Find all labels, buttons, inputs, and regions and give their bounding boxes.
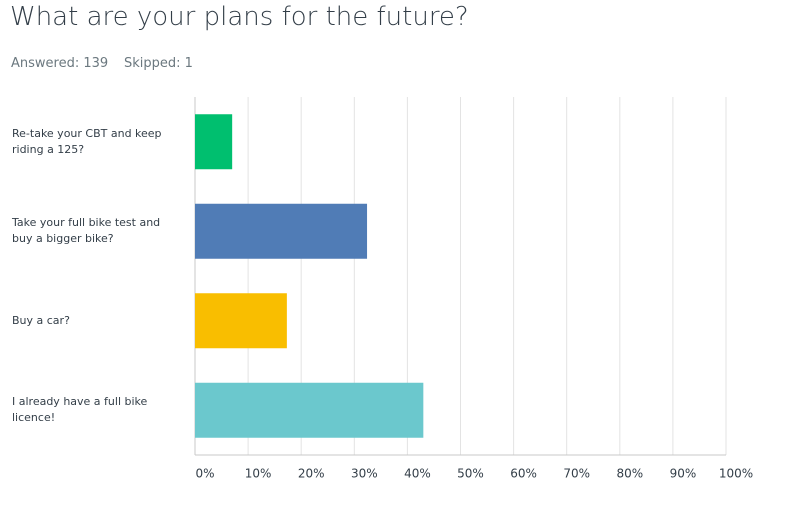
x-tick-label: 0% [195, 467, 214, 481]
answered-count: Answered: 139 [11, 56, 109, 71]
x-tick-label: 70% [563, 467, 590, 481]
category-label: I already have a full bike licence! [12, 395, 148, 425]
x-tick-label: 60% [510, 467, 537, 481]
category-label: Re-take your CBT and keep riding a 125? [12, 126, 162, 156]
bar [195, 114, 233, 170]
bar [195, 382, 424, 438]
x-tick-label: 30% [351, 467, 378, 481]
x-tick-label: 10% [245, 467, 272, 481]
x-tick-label: 50% [457, 467, 484, 481]
skipped-count: Skipped: 1 [124, 56, 193, 71]
category-label: Take your full bike test and buy a bigge… [12, 216, 161, 246]
x-tick-label: 20% [298, 467, 325, 481]
chart-title: What are your plans for the future? [10, 2, 469, 32]
x-tick-label: 100% [719, 467, 753, 481]
category-label: Buy a car? [12, 313, 70, 327]
x-tick-label: 80% [616, 467, 643, 481]
bar [195, 203, 368, 259]
x-tick-label: 40% [404, 467, 431, 481]
x-tick-label: 90% [670, 467, 697, 481]
bar [195, 293, 287, 349]
